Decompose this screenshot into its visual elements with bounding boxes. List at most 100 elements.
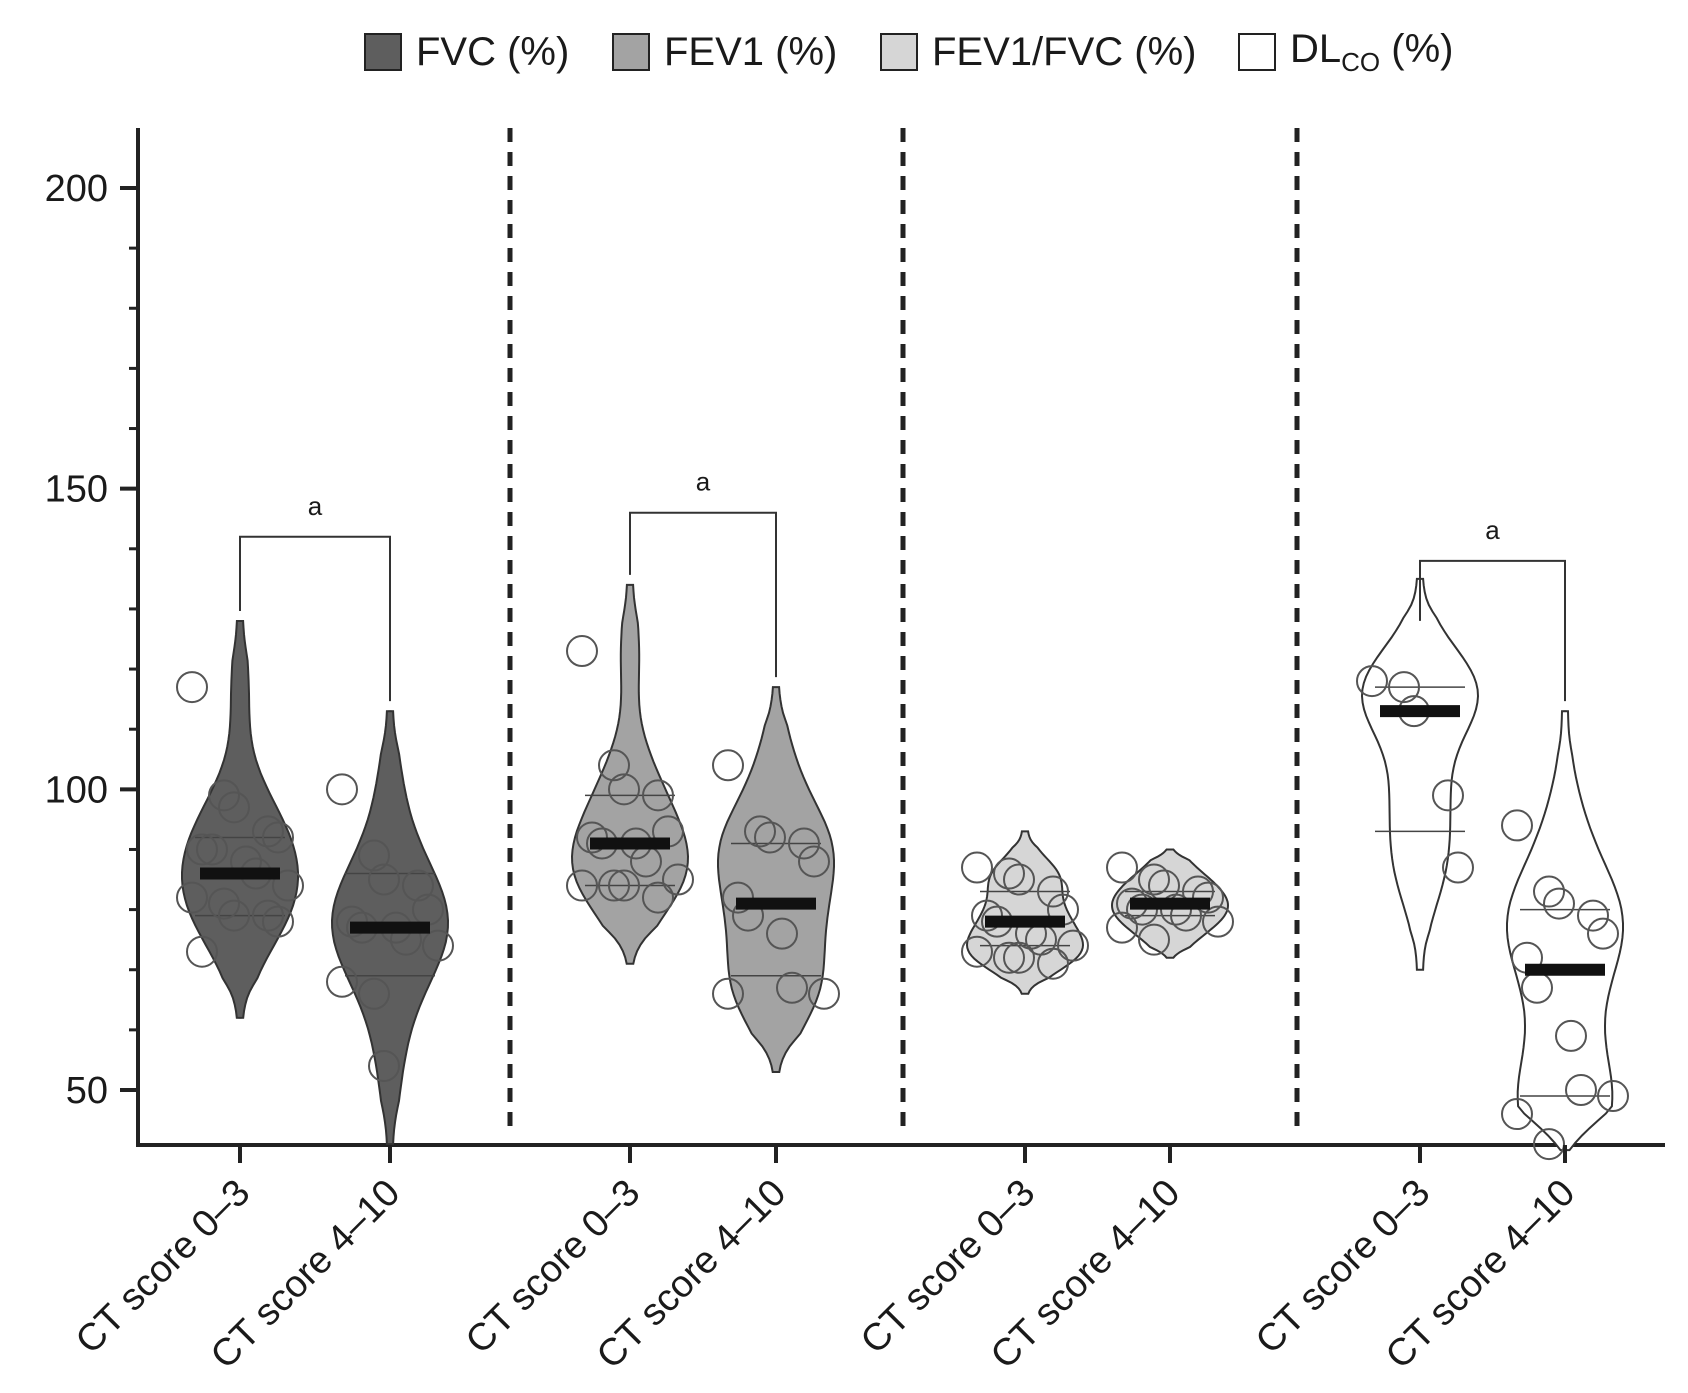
legend-item-fev1: FEV1 (%) bbox=[612, 22, 837, 82]
data-point bbox=[566, 635, 598, 668]
data-point bbox=[788, 827, 820, 860]
data-point bbox=[766, 917, 798, 950]
legend-item-dlco: DLCO (%) bbox=[1238, 22, 1453, 82]
data-point bbox=[1533, 875, 1565, 908]
data-point bbox=[576, 821, 608, 854]
data-point bbox=[186, 935, 218, 968]
data-point bbox=[326, 773, 358, 806]
data-point bbox=[176, 671, 208, 704]
data-point bbox=[608, 869, 640, 902]
data-point bbox=[798, 845, 830, 878]
data-point bbox=[1037, 875, 1069, 908]
significance-brackets: a a a bbox=[239, 467, 1566, 702]
data-point bbox=[776, 971, 808, 1004]
data-point bbox=[1356, 665, 1388, 698]
data-point bbox=[1106, 851, 1138, 884]
data-point bbox=[598, 749, 630, 782]
data-point bbox=[808, 977, 840, 1010]
legend-label-fev1: FEV1 (%) bbox=[664, 29, 838, 74]
y-tick-label: 150 bbox=[45, 469, 108, 511]
data-point bbox=[176, 881, 208, 914]
data-point bbox=[1160, 893, 1192, 926]
data-point bbox=[208, 779, 240, 812]
legend-label-dlco: DLCO (%) bbox=[1290, 27, 1453, 78]
significance-bracket bbox=[1419, 559, 1566, 702]
data-point bbox=[1577, 899, 1609, 932]
data-point bbox=[272, 869, 304, 902]
legend-label-fvc: FVC (%) bbox=[416, 29, 570, 74]
data-point bbox=[993, 857, 1025, 890]
data-point bbox=[1442, 851, 1474, 884]
data-point bbox=[1501, 1098, 1533, 1131]
data-point bbox=[1202, 905, 1234, 938]
data-point bbox=[208, 887, 240, 920]
data-point bbox=[712, 977, 744, 1010]
legend-swatch-fvc bbox=[364, 33, 402, 71]
violins bbox=[176, 577, 1629, 1161]
significance-label: a bbox=[308, 491, 323, 521]
significance-label: a bbox=[696, 467, 711, 497]
data-point bbox=[358, 977, 390, 1010]
data-point bbox=[218, 899, 250, 932]
data-point bbox=[744, 815, 776, 848]
data-point bbox=[1533, 1128, 1565, 1161]
data-point bbox=[1555, 1019, 1587, 1052]
data-point bbox=[961, 935, 993, 968]
data-point bbox=[1587, 917, 1619, 950]
data-point bbox=[712, 749, 744, 782]
legend-label-dlco-tail: (%) bbox=[1380, 26, 1454, 71]
data-point bbox=[1388, 671, 1420, 704]
significance-bracket bbox=[629, 511, 777, 678]
data-point bbox=[1543, 887, 1575, 920]
data-point bbox=[642, 881, 674, 914]
data-point bbox=[993, 941, 1025, 974]
significance-label: a bbox=[1485, 515, 1500, 545]
y-tick-label: 200 bbox=[45, 168, 108, 210]
data-point bbox=[422, 929, 454, 962]
data-point bbox=[1192, 881, 1224, 914]
data-point bbox=[1501, 809, 1533, 842]
data-point bbox=[1057, 929, 1089, 962]
data-point bbox=[971, 899, 1003, 932]
legend-item-fvc: FVC (%) bbox=[364, 22, 569, 82]
data-point bbox=[1432, 779, 1464, 812]
data-point bbox=[196, 833, 228, 866]
data-point bbox=[368, 863, 400, 896]
violin-body bbox=[717, 686, 835, 1074]
legend-swatch-dlco bbox=[1238, 33, 1276, 71]
legend-label-dlco-sub: CO bbox=[1341, 46, 1381, 77]
x-tick-labels: CT score 0–3CT score 4–10 CT score 0–3CT … bbox=[68, 1145, 1583, 1377]
legend-swatch-fev1-fvc bbox=[880, 33, 918, 71]
data-point bbox=[368, 1049, 400, 1082]
y-tick-label: 50 bbox=[66, 1070, 108, 1112]
data-point bbox=[262, 821, 294, 854]
data-point bbox=[662, 863, 694, 896]
data-point bbox=[754, 821, 786, 854]
legend-swatch-fev1 bbox=[612, 33, 650, 71]
legend-label-fev1-fvc: FEV1/FVC (%) bbox=[932, 29, 1197, 74]
data-point bbox=[252, 899, 284, 932]
legend-label-dlco-main: DL bbox=[1290, 26, 1342, 71]
data-point bbox=[1126, 893, 1158, 926]
violin-body bbox=[1506, 710, 1624, 1152]
data-point bbox=[326, 965, 358, 998]
data-point bbox=[1003, 941, 1035, 974]
data-point bbox=[1138, 863, 1170, 896]
data-point bbox=[608, 773, 640, 806]
y-tick-label: 100 bbox=[45, 769, 108, 811]
data-point bbox=[336, 905, 368, 938]
data-point bbox=[1138, 923, 1170, 956]
data-point bbox=[722, 881, 754, 914]
data-point bbox=[402, 869, 434, 902]
violin-body bbox=[181, 619, 299, 1019]
data-point bbox=[1597, 1080, 1629, 1113]
legend-item-fev1-fvc: FEV1/FVC (%) bbox=[880, 22, 1196, 82]
data-point bbox=[186, 833, 218, 866]
data-point bbox=[262, 905, 294, 938]
data-point bbox=[218, 791, 250, 824]
data-point bbox=[1106, 911, 1138, 944]
violin-body bbox=[1360, 577, 1480, 971]
significance-bracket bbox=[239, 535, 391, 702]
legend: FVC (%) FEV1 (%) FEV1/FVC (%) DLCO (%) bbox=[0, 22, 1688, 92]
